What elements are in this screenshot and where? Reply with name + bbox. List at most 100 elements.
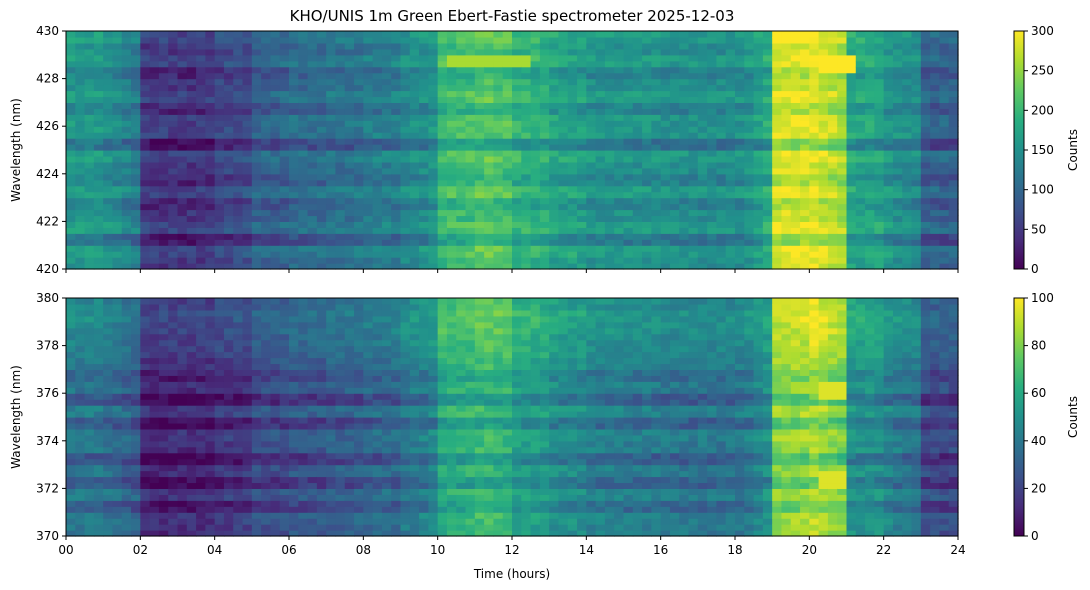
heatmap-cell xyxy=(131,161,141,169)
heatmap-cell xyxy=(158,191,169,199)
heatmap-cell xyxy=(223,155,234,163)
heatmap-cell xyxy=(66,48,76,56)
heatmap-cell xyxy=(651,54,662,62)
heatmap-cell xyxy=(233,102,244,109)
heatmap-cell xyxy=(549,66,560,74)
heatmap-cell xyxy=(669,239,680,246)
heatmap-cell xyxy=(604,48,615,56)
heatmap-cell xyxy=(363,161,374,169)
heatmap-cell xyxy=(335,203,346,211)
heatmap-cell xyxy=(233,482,244,489)
heatmap-cell xyxy=(84,321,95,329)
heatmap-cell xyxy=(279,417,290,424)
heatmap-cell xyxy=(168,90,179,98)
heatmap-cell xyxy=(354,215,364,222)
heatmap-cell xyxy=(465,239,476,246)
heatmap-cell xyxy=(279,524,290,531)
heatmap-cell xyxy=(595,31,606,38)
heatmap-cell xyxy=(632,120,643,127)
heatmap-cell xyxy=(939,90,950,98)
heatmap-cell xyxy=(409,197,420,205)
heatmap-cell xyxy=(484,221,495,228)
heatmap-cell xyxy=(539,96,550,103)
heatmap-cell xyxy=(381,221,392,228)
heatmap-cell xyxy=(939,215,950,222)
heatmap-cell xyxy=(465,161,476,169)
heatmap-cell xyxy=(279,345,290,353)
heatmap-cell xyxy=(446,78,457,86)
colorbar-tick-label: 150 xyxy=(1031,143,1054,157)
heatmap-cell xyxy=(772,60,783,68)
heatmap-cell xyxy=(911,102,922,109)
heatmap-cell xyxy=(409,167,420,175)
heatmap-cell xyxy=(205,185,216,193)
heatmap-cell xyxy=(112,405,123,412)
heatmap-cell xyxy=(874,108,885,115)
heatmap-cell xyxy=(84,90,95,98)
heatmap-cell xyxy=(474,179,485,187)
heatmap-cell xyxy=(539,179,550,187)
heatmap-cell xyxy=(474,78,485,86)
heatmap-cell xyxy=(604,263,615,270)
heatmap-cell xyxy=(205,446,216,454)
heatmap-cell xyxy=(446,209,457,217)
heatmap-cell xyxy=(437,191,448,199)
heatmap-cell xyxy=(614,78,625,86)
heatmap-cell xyxy=(289,215,299,222)
heatmap-cell xyxy=(604,120,615,127)
heatmap-cell xyxy=(270,179,281,187)
heatmap-cell xyxy=(790,138,801,145)
heatmap-cell xyxy=(103,155,114,163)
heatmap-cell xyxy=(484,209,495,217)
heatmap-cell xyxy=(437,239,448,246)
heatmap-cell xyxy=(112,387,123,394)
heatmap-cell xyxy=(84,405,95,412)
heatmap-cell xyxy=(772,203,783,211)
heatmap-cell xyxy=(567,191,578,199)
heatmap-cell xyxy=(66,440,76,448)
heatmap-cell xyxy=(223,411,234,418)
heatmap-cell xyxy=(66,303,76,311)
heatmap-cell xyxy=(827,239,838,246)
heatmap-cell xyxy=(75,191,86,199)
heatmap-cell xyxy=(103,72,114,80)
heatmap-cell xyxy=(214,54,225,62)
heatmap-cell xyxy=(512,120,522,127)
heatmap-cell xyxy=(121,108,132,115)
heatmap-cell xyxy=(307,411,318,418)
heatmap-cell xyxy=(168,440,179,448)
heatmap-cell xyxy=(149,417,160,424)
heatmap-cell xyxy=(66,42,76,50)
heatmap-cell xyxy=(465,215,476,222)
heatmap-cell xyxy=(307,494,318,501)
heatmap-cell xyxy=(316,155,327,163)
heatmap-cell xyxy=(781,155,792,163)
heatmap-cell xyxy=(140,506,151,513)
heatmap-cell xyxy=(372,221,383,228)
heatmap-cell xyxy=(326,66,337,74)
heatmap-cell xyxy=(735,54,745,62)
heatmap-cell xyxy=(214,321,225,329)
heatmap-cell xyxy=(920,257,931,264)
heatmap-cell xyxy=(381,155,392,163)
heatmap-cell xyxy=(781,108,792,115)
heatmap-cell xyxy=(409,31,420,38)
heatmap-cell xyxy=(660,114,671,121)
heatmap-cell xyxy=(577,96,587,103)
heatmap-cell xyxy=(549,114,560,121)
heatmap-cell xyxy=(223,298,234,305)
heatmap-cell xyxy=(326,257,337,264)
heatmap-cell xyxy=(196,233,206,240)
heatmap-cell xyxy=(186,345,197,353)
heatmap-cell xyxy=(502,173,513,181)
heatmap-cell xyxy=(642,167,652,175)
heatmap-cell xyxy=(391,72,402,80)
heatmap-cell xyxy=(344,84,355,92)
heatmap-cell xyxy=(716,84,727,92)
heatmap-cell xyxy=(66,488,76,495)
heatmap-cell xyxy=(911,144,922,151)
heatmap-cell xyxy=(911,179,922,187)
heatmap-cell xyxy=(892,245,903,252)
heatmap-cell xyxy=(818,251,829,258)
heatmap-cell xyxy=(707,209,718,217)
